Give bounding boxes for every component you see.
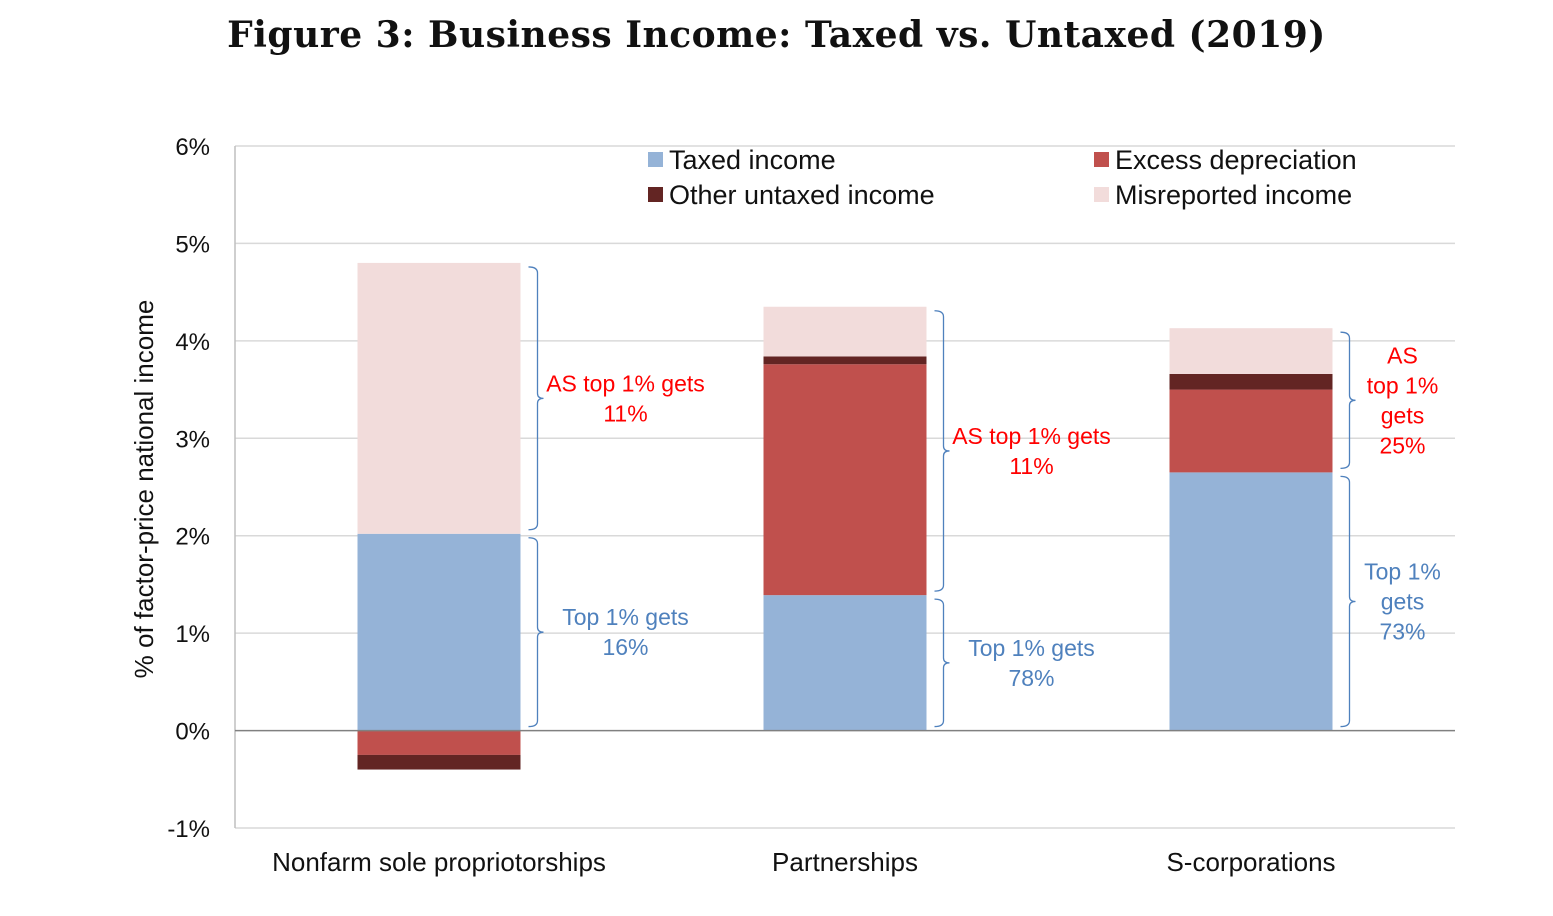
y-tick-label: 2%	[175, 524, 210, 551]
legend-label: Taxed income	[669, 145, 836, 175]
legend-swatch	[1094, 187, 1109, 202]
legend-swatch	[648, 152, 663, 167]
y-tick-label: -1%	[167, 816, 210, 843]
bar-segment	[357, 262, 521, 534]
bar-segment	[763, 595, 927, 731]
bracket	[528, 537, 544, 728]
x-category-label: Nonfarm sole propriotorships	[272, 847, 606, 877]
annotation-text: 11%	[1009, 453, 1053, 479]
bar-segment	[763, 364, 927, 596]
bracket	[934, 598, 950, 728]
annotations: AS top 1% gets 11% Top 1% gets 16% AS top 1%…	[528, 266, 1441, 728]
annotation-text: Top 1% gets	[562, 604, 689, 630]
y-tick-label: 3%	[175, 426, 210, 453]
x-category-label: Partnerships	[772, 847, 918, 877]
bars	[357, 262, 1333, 770]
y-tick-label: 5%	[175, 231, 210, 258]
legend: Taxed income Excess depreciation Other unt…	[648, 145, 1357, 210]
annotation-text: AS top 1% gets	[546, 370, 705, 396]
bracket	[934, 310, 950, 592]
annotation-text: AS top 1% gets	[952, 423, 1111, 449]
annotation-text: 78%	[1008, 665, 1054, 691]
annotation-text: AS	[1387, 342, 1418, 368]
figure-title: Figure 3: Business Income: Taxed vs. Unt…	[227, 14, 1326, 56]
annotation-text: Top 1% gets	[968, 635, 1095, 661]
bar-segment	[1169, 389, 1333, 473]
legend-label: Excess depreciation	[1115, 145, 1357, 175]
bar-segment	[357, 730, 521, 755]
bar-segment	[357, 533, 521, 731]
annotation-text: top 1%	[1367, 372, 1439, 398]
bar-segment	[763, 356, 927, 365]
bar-segment	[1169, 328, 1333, 374]
bar-segment	[1169, 373, 1333, 390]
bar-segment	[763, 306, 927, 357]
bracket	[1340, 475, 1356, 728]
annotation-text: gets	[1381, 588, 1424, 614]
annotation-text: 11%	[603, 400, 647, 426]
axes: -1% 0% 1% 2% 3% 4% 5% 6% Nonfarm sole propriotor…	[129, 134, 1455, 877]
annotation-text: 73%	[1379, 618, 1425, 644]
bracket	[528, 266, 544, 531]
annotation-text: 25%	[1379, 432, 1425, 458]
bracket	[1340, 331, 1356, 470]
y-tick-label: 6%	[175, 134, 210, 161]
y-axis-title: % of factor-price national income	[129, 300, 159, 679]
bar-segment	[1169, 472, 1333, 731]
legend-swatch	[648, 187, 663, 202]
annotation-text: 16%	[602, 634, 648, 660]
bar-segment	[357, 754, 521, 770]
legend-label: Misreported income	[1115, 180, 1352, 210]
y-tick-label: 4%	[175, 329, 210, 356]
legend-label: Other untaxed income	[669, 180, 935, 210]
legend-swatch	[1094, 152, 1109, 167]
annotation-text: Top 1%	[1364, 558, 1441, 584]
y-tick-label: 0%	[175, 719, 210, 746]
annotation-text: gets	[1381, 402, 1424, 428]
x-category-label: S-corporations	[1166, 847, 1335, 877]
y-tick-label: 1%	[175, 621, 210, 648]
